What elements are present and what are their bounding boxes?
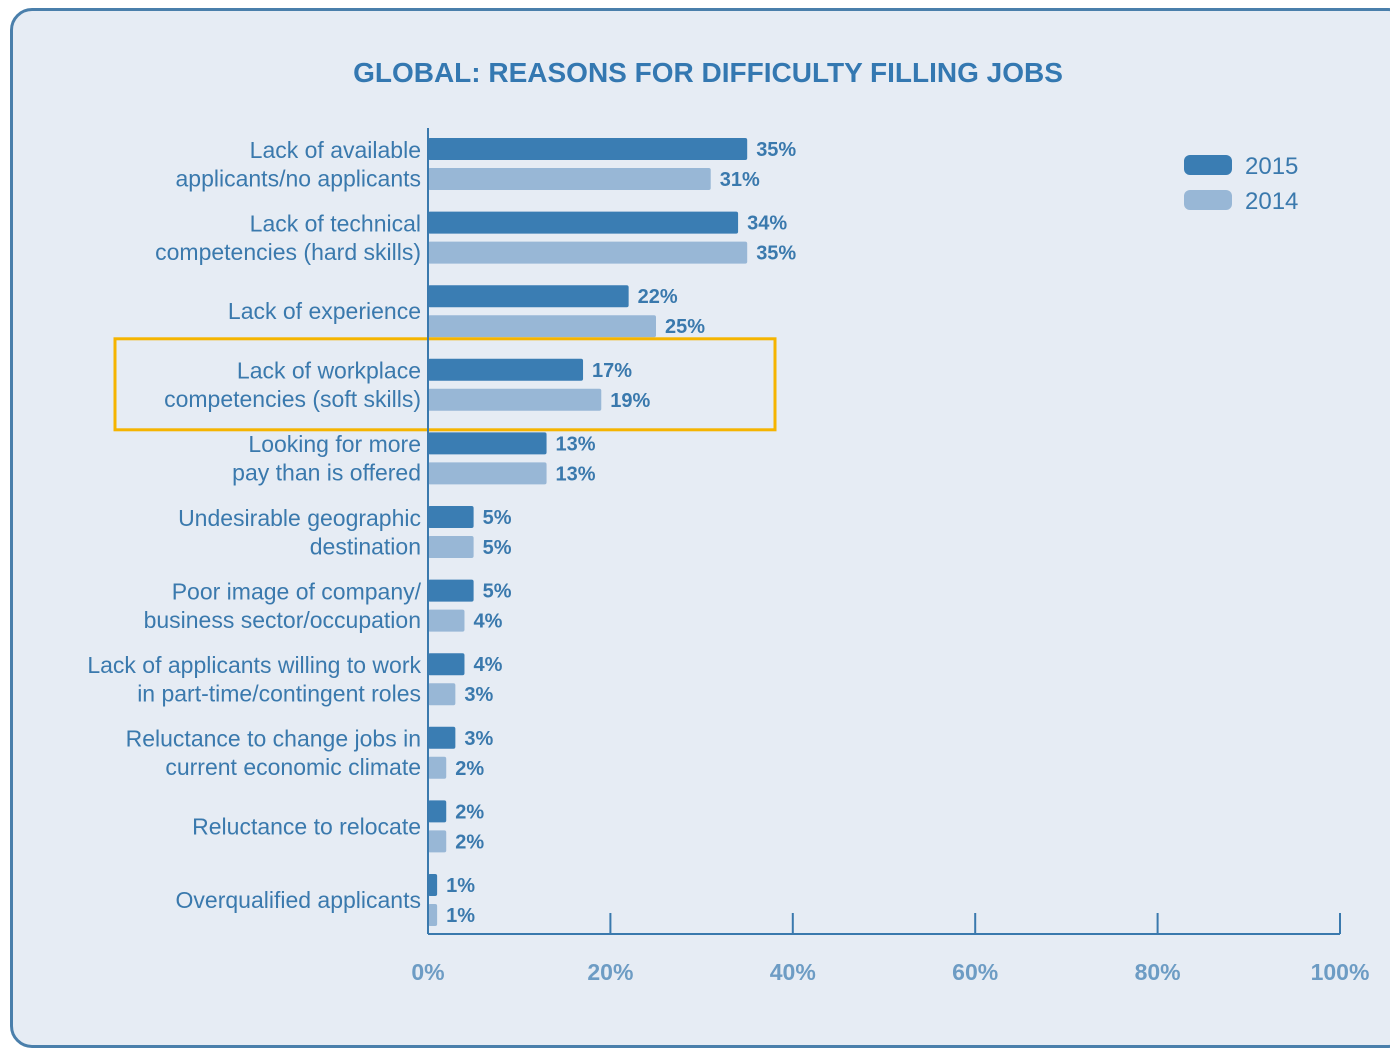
category-label: Overqualified applicants xyxy=(176,887,421,913)
bar-2014 xyxy=(428,168,711,190)
data-label: 35% xyxy=(756,139,796,161)
chart-title: GLOBAL: REASONS FOR DIFFICULTY FILLING J… xyxy=(353,57,1063,88)
data-label: 2% xyxy=(455,801,484,823)
data-label: 5% xyxy=(483,537,512,559)
bar-2015 xyxy=(428,579,474,602)
legend-swatch-2015 xyxy=(1184,155,1232,175)
data-label: 13% xyxy=(556,433,596,455)
data-label: 3% xyxy=(464,728,493,750)
category-label: Lack of workplace xyxy=(237,358,421,384)
category-label: current economic climate xyxy=(165,754,421,780)
category-label: Lack of experience xyxy=(228,298,421,324)
category-label: Reluctance to relocate xyxy=(192,813,421,839)
category-label: Poor image of company/ xyxy=(172,578,422,604)
bar-2015 xyxy=(428,653,465,676)
x-tick-label: 0% xyxy=(411,959,444,985)
category-label: Reluctance to change jobs in xyxy=(126,726,421,752)
x-tick-label: 80% xyxy=(1135,959,1181,985)
bar-2015 xyxy=(428,358,584,381)
legend-label-2015: 2015 xyxy=(1245,153,1298,180)
category-label: Lack of technical xyxy=(250,210,421,236)
data-label: 1% xyxy=(446,905,475,927)
category-label: business sector/occupation xyxy=(144,607,421,633)
bar-2015 xyxy=(428,726,456,749)
bar-2014 xyxy=(428,388,602,411)
data-label: 35% xyxy=(756,243,796,265)
data-label: 25% xyxy=(665,316,705,338)
category-label: competencies (soft skills) xyxy=(164,386,421,412)
bar-2014 xyxy=(428,683,456,706)
bar-2014 xyxy=(428,536,474,558)
bar-2014 xyxy=(428,756,447,779)
category-label: Looking for more xyxy=(248,431,421,457)
bar-2014 xyxy=(428,609,465,632)
x-tick-label: 60% xyxy=(952,959,998,985)
data-label: 3% xyxy=(464,684,493,706)
category-label: applicants/no applicants xyxy=(176,165,422,191)
category-label: Undesirable geographic xyxy=(178,505,421,531)
x-tick-label: 20% xyxy=(587,959,633,985)
x-tick-label: 100% xyxy=(1311,959,1370,985)
bar-2014 xyxy=(428,830,447,853)
x-tick-label: 40% xyxy=(770,959,816,985)
data-label: 22% xyxy=(638,286,678,308)
data-label: 5% xyxy=(483,507,512,529)
bar-2015 xyxy=(428,874,438,896)
data-label: 2% xyxy=(455,758,484,780)
data-label: 2% xyxy=(455,831,484,853)
data-label: 4% xyxy=(473,654,502,676)
bar-2014 xyxy=(428,315,656,338)
category-label: Lack of available xyxy=(250,137,421,163)
bar-2014 xyxy=(428,904,438,926)
category-label: pay than is offered xyxy=(232,460,421,486)
data-label: 5% xyxy=(483,581,512,603)
category-label: competencies (hard skills) xyxy=(155,239,421,265)
data-label: 4% xyxy=(473,611,502,633)
legend-swatch-2014 xyxy=(1184,190,1232,210)
highlight-box xyxy=(113,337,777,432)
bar-2015 xyxy=(428,506,474,528)
data-label: 19% xyxy=(610,390,650,412)
bar-2015 xyxy=(428,285,629,308)
category-label: Lack of applicants willing to work xyxy=(87,652,421,678)
bar-2015 xyxy=(428,432,547,455)
bar-2014 xyxy=(428,241,748,264)
data-label: 13% xyxy=(556,463,596,485)
category-label: destination xyxy=(310,533,421,559)
bar-2015 xyxy=(428,800,447,823)
data-label: 17% xyxy=(592,360,632,382)
bar-2015 xyxy=(428,138,748,160)
data-label: 34% xyxy=(747,213,787,235)
bar-2015 xyxy=(428,211,739,234)
data-label: 1% xyxy=(446,875,475,897)
data-label: 31% xyxy=(720,169,760,191)
bar-2014 xyxy=(428,462,547,485)
legend-label-2014: 2014 xyxy=(1245,188,1298,215)
category-label: in part-time/contingent roles xyxy=(137,680,421,706)
